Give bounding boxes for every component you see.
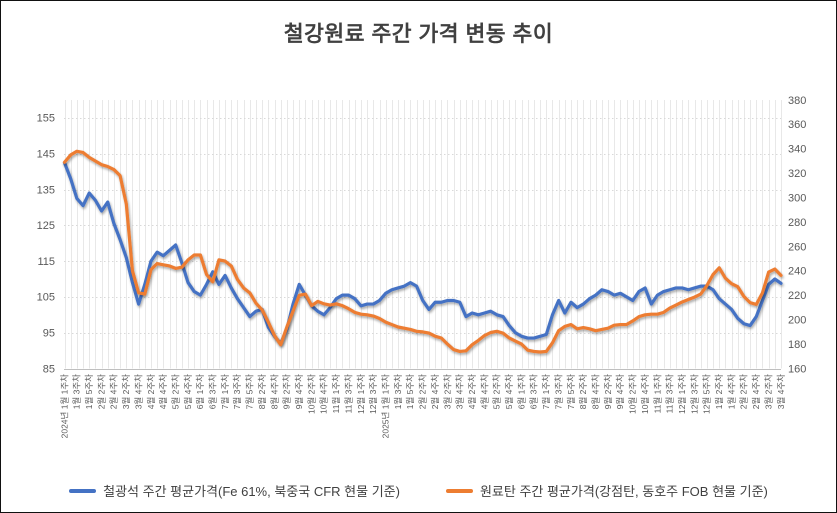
svg-text:380: 380 [788, 95, 806, 107]
x-axis-labels: 2024년 1월 1주차 1월 3주차 1월 5주차 2월 2주차 2월 4주차 3월 2… [59, 374, 786, 439]
svg-text:7월 5주차: 7월 5주차 [566, 374, 576, 409]
svg-text:4월 2주차: 4월 2주차 [146, 374, 156, 409]
svg-text:10월 4주차: 10월 4주차 [319, 374, 329, 414]
svg-text:10월 2주차: 10월 2주차 [628, 374, 638, 414]
legend-item-coking-coal: 원료탄 주간 평균가격(강점탄, 동호주 FOB 현물 기준) [445, 481, 768, 500]
svg-text:12월 3주차: 12월 3주차 [689, 374, 699, 414]
svg-text:9월 2주차: 9월 2주차 [282, 374, 292, 409]
svg-text:1월 2주차: 1월 2주차 [714, 374, 724, 409]
svg-text:1월 3주차: 1월 3주차 [72, 374, 82, 409]
svg-text:1월 5주차: 1월 5주차 [405, 374, 415, 409]
svg-text:2월 4주차: 2월 4주차 [109, 374, 119, 409]
svg-text:3월 4주차: 3월 4주차 [776, 374, 786, 409]
svg-text:95: 95 [43, 328, 55, 340]
svg-text:2월 2주차: 2월 2주차 [96, 374, 106, 409]
svg-text:160: 160 [788, 363, 806, 375]
svg-text:6월 1주차: 6월 1주차 [516, 374, 526, 409]
svg-text:105: 105 [37, 292, 55, 304]
svg-text:85: 85 [43, 363, 55, 375]
svg-text:12월 3주차: 12월 3주차 [368, 374, 378, 414]
svg-text:4월 4주차: 4월 4주차 [158, 374, 168, 409]
svg-text:360: 360 [788, 119, 806, 131]
svg-text:3월 4주차: 3월 4주차 [133, 374, 143, 409]
svg-text:11월 3주차: 11월 3주차 [665, 374, 675, 414]
svg-text:135: 135 [37, 184, 55, 196]
svg-text:6월 3주차: 6월 3주차 [208, 374, 218, 409]
svg-text:280: 280 [788, 217, 806, 229]
svg-text:155: 155 [37, 113, 55, 125]
svg-text:2월 4주차: 2월 4주차 [430, 374, 440, 409]
svg-text:8월 2주차: 8월 2주차 [257, 374, 267, 409]
svg-text:7월 3주차: 7월 3주차 [553, 374, 563, 409]
svg-text:6월 1주차: 6월 1주차 [195, 374, 205, 409]
svg-text:1월 4주차: 1월 4주차 [726, 374, 736, 409]
svg-text:1월 3주차: 1월 3주차 [393, 374, 403, 409]
svg-text:4월 2주차: 4월 2주차 [467, 374, 477, 409]
svg-text:200: 200 [788, 314, 806, 326]
coking-coal-series-line [62, 149, 783, 354]
right-axis-labels: 380 360 340 320 300 280 260 240 220 200 180 160 [788, 95, 806, 375]
svg-text:340: 340 [788, 144, 806, 156]
svg-text:2월 2주차: 2월 2주차 [418, 374, 428, 409]
svg-text:7월 1주차: 7월 1주차 [220, 374, 230, 409]
svg-text:10월 4주차: 10월 4주차 [640, 374, 650, 414]
svg-text:125: 125 [37, 220, 55, 232]
vertical-gridlines [65, 100, 782, 369]
svg-text:5월 4주차: 5월 4주차 [183, 374, 193, 409]
svg-text:3월 4주차: 3월 4주차 [455, 374, 465, 409]
svg-text:12월 1주차: 12월 1주차 [677, 374, 687, 414]
svg-text:3월 2주차: 3월 2주차 [442, 374, 452, 409]
svg-text:1월 5주차: 1월 5주차 [84, 374, 94, 409]
svg-text:9월 2주차: 9월 2주차 [603, 374, 613, 409]
svg-text:12월 5주차: 12월 5주차 [702, 374, 712, 414]
svg-text:12월 1주차: 12월 1주차 [356, 374, 366, 414]
svg-text:11월 1주차: 11월 1주차 [652, 374, 662, 414]
svg-text:7월 1주차: 7월 1주차 [541, 374, 551, 409]
svg-text:6월 3주차: 6월 3주차 [529, 374, 539, 409]
svg-text:2024년 1월 1주차: 2024년 1월 1주차 [59, 374, 69, 439]
svg-text:8월 4주차: 8월 4주차 [590, 374, 600, 409]
svg-text:2월 2주차: 2월 2주차 [739, 374, 749, 409]
svg-text:180: 180 [788, 339, 806, 351]
coking-coal-legend-label: 원료탄 주간 평균가격(강점탄, 동호주 FOB 현물 기준) [479, 484, 768, 499]
svg-text:5월 4주차: 5월 4주차 [504, 374, 514, 409]
svg-text:320: 320 [788, 168, 806, 180]
coking-coal-legend-swatch [445, 488, 473, 493]
svg-text:4월 4주차: 4월 4주차 [479, 374, 489, 409]
svg-text:3월 2주차: 3월 2주차 [763, 374, 773, 409]
svg-text:2월 4주차: 2월 4주차 [751, 374, 761, 409]
chart-title: 철강원료 주간 가격 변동 추이 [283, 22, 554, 46]
svg-text:5월 2주차: 5월 2주차 [492, 374, 502, 409]
svg-text:9월 4주차: 9월 4주차 [294, 374, 304, 409]
svg-text:7월 5주차: 7월 5주차 [245, 374, 255, 409]
horizontal-gridlines [64, 118, 781, 370]
svg-text:5월 2주차: 5월 2주차 [170, 374, 180, 409]
svg-text:260: 260 [788, 241, 806, 253]
iron-ore-series-line [62, 161, 783, 346]
svg-text:8월 4주차: 8월 4주차 [269, 374, 279, 409]
legend: 철광석 주간 평균가격(Fe 61%, 북중국 CFR 현물 기준) 원료탄 주… [1, 481, 836, 500]
svg-text:7월 3주차: 7월 3주차 [232, 374, 242, 409]
svg-text:10월 2주차: 10월 2주차 [306, 374, 316, 414]
svg-text:220: 220 [788, 290, 806, 302]
svg-text:9월 4주차: 9월 4주차 [615, 374, 625, 409]
svg-text:8월 2주차: 8월 2주차 [578, 374, 588, 409]
iron-ore-legend-swatch [69, 488, 97, 493]
svg-text:240: 240 [788, 266, 806, 278]
svg-text:3월 2주차: 3월 2주차 [121, 374, 131, 409]
svg-text:115: 115 [37, 256, 55, 268]
svg-text:2025년 1월 1주차: 2025년 1월 1주차 [380, 374, 390, 439]
left-axis-labels: 155 145 135 125 115 105 95 85 [37, 113, 55, 376]
iron-ore-legend-label: 철광석 주간 평균가격(Fe 61%, 북중국 CFR 현물 기준) [103, 484, 400, 499]
legend-item-iron-ore: 철광석 주간 평균가격(Fe 61%, 북중국 CFR 현물 기준) [69, 481, 400, 500]
svg-text:11월 3주차: 11월 3주차 [343, 374, 353, 414]
svg-text:145: 145 [37, 149, 55, 161]
svg-text:300: 300 [788, 192, 806, 204]
svg-text:11월 1주차: 11월 1주차 [331, 374, 341, 414]
